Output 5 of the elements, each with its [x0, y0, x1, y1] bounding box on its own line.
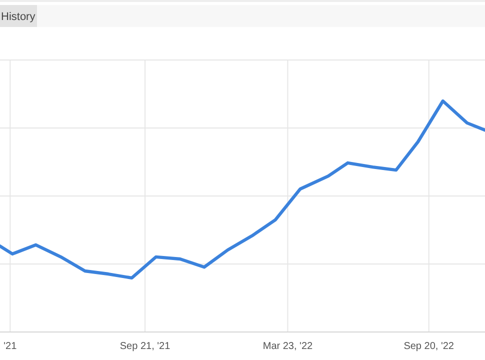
text: History: [1, 11, 36, 23]
x-tick-label: Sep 20, '22: [404, 341, 454, 352]
x-tick-label: Sep 21, '21: [120, 341, 171, 352]
x-tick-label: '21: [4, 341, 18, 352]
x-tick-label: Mar 23, '22: [262, 341, 314, 352]
